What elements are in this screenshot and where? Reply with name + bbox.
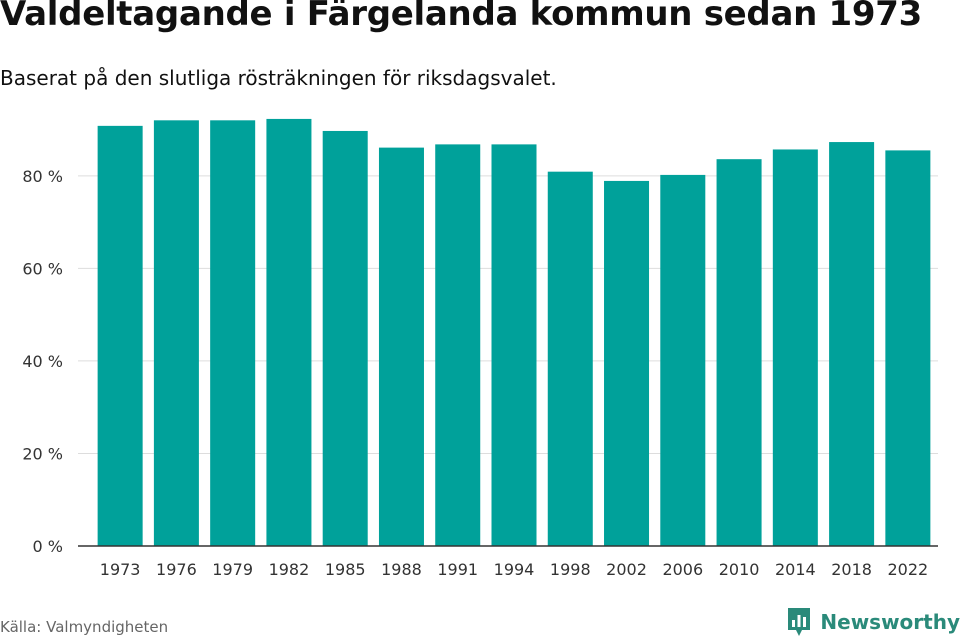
y-tick-label: 80 % xyxy=(22,167,63,186)
x-tick-label: 2002 xyxy=(606,560,647,579)
x-tick-label: 1998 xyxy=(550,560,591,579)
bars xyxy=(97,118,931,547)
bar-1982 xyxy=(266,118,312,546)
brand-logo: Newsworthy xyxy=(786,606,960,638)
brand-name: Newsworthy xyxy=(820,610,960,634)
chart-subtitle: Baserat på den slutliga rösträkningen fö… xyxy=(0,66,557,90)
bar-1973 xyxy=(97,125,143,547)
x-tick-label: 1973 xyxy=(100,560,141,579)
bar-1998 xyxy=(547,171,593,546)
x-tick-label: 1991 xyxy=(437,560,478,579)
x-tick-label: 1988 xyxy=(381,560,422,579)
bar-chart: 0 % 20 % 40 % 60 % 80 % 1973 1976 1979 1982 1985… xyxy=(22,118,938,579)
x-tick-label: 1976 xyxy=(156,560,197,579)
bar-2010 xyxy=(716,159,762,546)
bar-1985 xyxy=(322,130,368,546)
newsworthy-logo-icon xyxy=(788,608,811,636)
bar-2022 xyxy=(885,150,931,546)
x-tick-label: 1985 xyxy=(325,560,366,579)
bar-2014 xyxy=(772,149,818,546)
bar-1979 xyxy=(210,120,256,547)
y-axis-labels: 0 % 20 % 40 % 60 % 80 % xyxy=(22,167,63,556)
source-note: Källa: Valmyndigheten xyxy=(0,618,169,636)
x-axis-labels: 1973 1976 1979 1982 1985 1988 1991 1994 1998 2002… xyxy=(100,560,928,579)
x-tick-label: 2018 xyxy=(831,560,872,579)
x-tick-label: 2022 xyxy=(888,560,929,579)
bar-1991 xyxy=(435,144,481,546)
bar-2006 xyxy=(660,174,706,547)
x-tick-label: 2010 xyxy=(719,560,760,579)
y-tick-label: 40 % xyxy=(22,352,63,371)
x-tick-label: 1979 xyxy=(212,560,253,579)
x-tick-label: 2006 xyxy=(662,560,703,579)
bar-1976 xyxy=(153,120,199,547)
y-tick-label: 60 % xyxy=(22,259,63,278)
bar-2018 xyxy=(829,142,875,546)
chart-title: Valdeltagande i Färgelanda kommun sedan … xyxy=(0,0,922,34)
x-tick-label: 2014 xyxy=(775,560,816,579)
bar-2002 xyxy=(604,180,650,547)
x-tick-label: 1994 xyxy=(494,560,535,579)
x-tick-label: 1982 xyxy=(269,560,310,579)
y-tick-label: 0 % xyxy=(33,537,63,556)
bar-1988 xyxy=(378,147,424,546)
bar-1994 xyxy=(491,144,537,546)
y-tick-label: 20 % xyxy=(22,444,63,463)
